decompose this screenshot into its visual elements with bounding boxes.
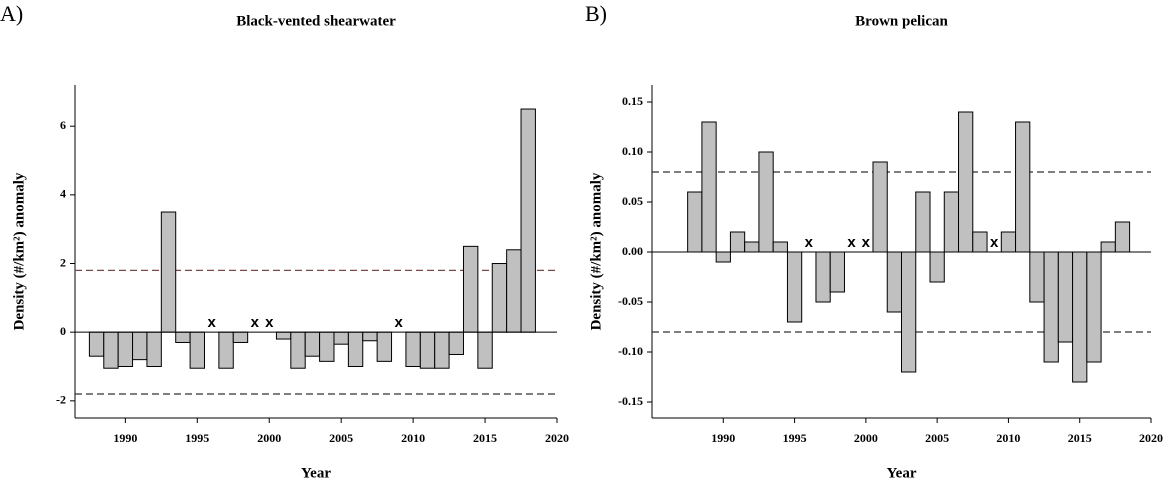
x-tick-label: 1995	[185, 431, 209, 445]
y-axis-label: Density (#/km²) anomaly	[588, 172, 604, 330]
bar	[929, 251, 945, 283]
bar	[886, 251, 903, 313]
y-tick-label: -0.05	[618, 294, 643, 308]
y-tick-label: 0.15	[622, 94, 643, 108]
bar	[477, 331, 493, 369]
chart-title: Black-vented shearwater	[236, 13, 396, 29]
missing-marker: x	[395, 314, 404, 331]
bar	[362, 331, 378, 342]
x-tick-label: 1990	[113, 431, 137, 445]
bar	[491, 263, 508, 333]
bar	[333, 331, 349, 345]
bar	[232, 331, 249, 343]
bar	[146, 331, 162, 368]
bar	[744, 241, 760, 253]
bar	[88, 331, 105, 357]
bar	[117, 331, 134, 368]
bar	[958, 111, 974, 253]
bar	[715, 251, 731, 263]
bar	[520, 108, 536, 333]
missing-marker: x	[251, 314, 260, 331]
bar	[687, 191, 703, 253]
y-tick-label: 0.05	[622, 194, 643, 208]
missing-marker: x	[805, 234, 814, 251]
bar	[829, 251, 845, 293]
bar	[434, 331, 450, 369]
bar	[189, 331, 205, 369]
bar	[915, 191, 931, 253]
bar	[1015, 121, 1031, 253]
bar	[103, 331, 119, 369]
y-tick-label: 6	[60, 118, 66, 132]
bar	[815, 251, 831, 303]
bar	[175, 331, 191, 343]
y-tick-label: -0.10	[618, 344, 643, 358]
x-tick-label: 2015	[1068, 431, 1092, 445]
x-tick-label: 2020	[545, 431, 569, 445]
bar	[1086, 251, 1102, 363]
x-tick-label: 2020	[1139, 431, 1163, 445]
chart-title: Brown pelican	[855, 13, 948, 29]
y-axis-label: Density (#/km²) anomaly	[11, 172, 27, 330]
bar	[943, 191, 960, 253]
bar	[872, 161, 888, 253]
bar	[1100, 241, 1116, 253]
bar	[347, 331, 364, 368]
x-tick-label: 1990	[711, 431, 735, 445]
x-tick-label: 1995	[783, 431, 807, 445]
bar	[132, 331, 148, 361]
x-tick-label: 2015	[473, 431, 497, 445]
y-tick-label: 0.00	[622, 244, 643, 258]
bar	[419, 331, 436, 369]
y-tick-label: -0.15	[618, 394, 643, 408]
bar	[1057, 251, 1074, 343]
missing-marker: x	[847, 234, 856, 251]
bar	[1043, 251, 1059, 363]
missing-marker: x	[265, 314, 274, 331]
bar	[290, 331, 306, 369]
bar	[701, 121, 717, 253]
bar	[275, 331, 292, 340]
y-tick-label: 2	[60, 255, 66, 269]
missing-marker: x	[208, 314, 217, 331]
bar	[1114, 221, 1131, 253]
y-tick-label: -2	[56, 393, 66, 407]
bar	[1029, 251, 1045, 303]
bar	[972, 231, 988, 253]
panel-label: B)	[585, 1, 607, 26]
bar	[506, 249, 522, 333]
y-tick-label: 0.10	[622, 144, 643, 158]
bar	[901, 251, 917, 373]
bar	[772, 241, 788, 253]
bar	[786, 251, 803, 323]
x-axis-label: Year	[887, 465, 917, 481]
bar	[448, 331, 464, 355]
x-tick-label: 2000	[257, 431, 281, 445]
missing-marker: x	[862, 234, 871, 251]
bar	[160, 211, 177, 333]
panel-label: A)	[0, 1, 23, 26]
x-tick-label: 2000	[854, 431, 878, 445]
y-tick-label: 0	[60, 324, 66, 338]
missing-marker: x	[990, 234, 999, 251]
bar	[376, 331, 393, 362]
y-tick-label: 4	[60, 187, 66, 201]
bar	[319, 331, 335, 362]
x-tick-label: 2005	[925, 431, 949, 445]
x-tick-label: 2010	[401, 431, 425, 445]
bar	[218, 331, 234, 369]
bar	[729, 231, 746, 253]
x-axis-label: Year	[301, 465, 331, 481]
bar	[758, 151, 774, 253]
bar	[1072, 251, 1088, 383]
x-tick-label: 2005	[329, 431, 353, 445]
bar	[405, 331, 421, 368]
bar	[1000, 231, 1017, 253]
bar	[462, 245, 479, 333]
x-tick-label: 2010	[996, 431, 1020, 445]
bar	[304, 331, 321, 357]
